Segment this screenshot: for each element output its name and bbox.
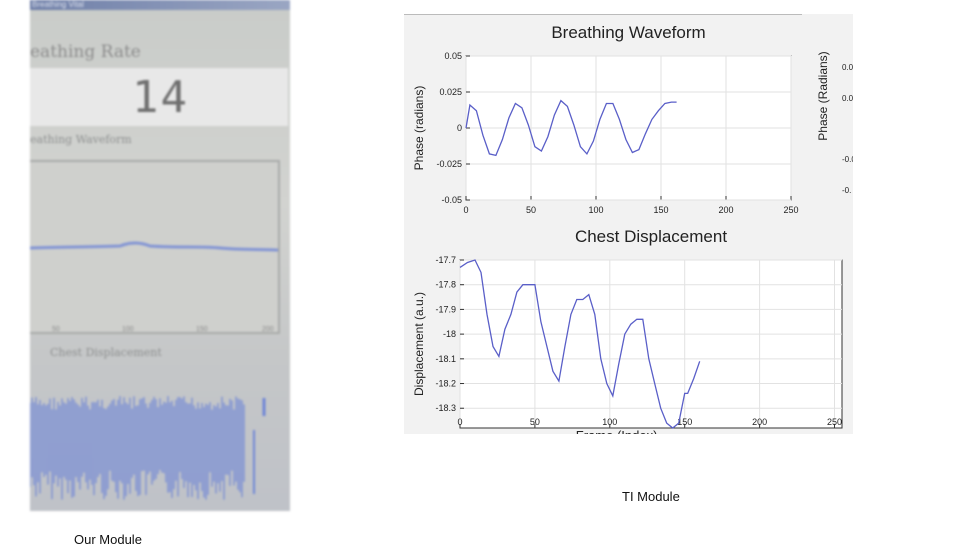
x-tick-label: 50 [526,205,536,215]
x-tick-label: 0 [457,417,462,427]
x-tick-label: 150 [653,205,668,215]
y-tick-label: -18 [443,329,456,339]
x-tick-label: 150 [677,417,692,427]
photo-x-tick: 100 [122,326,134,333]
photo-x-tick: 200 [262,326,274,333]
x-tick-label: 250 [827,417,842,427]
x-tick-label: 0 [463,205,468,215]
photo-window-title: Breathing Vital [32,0,84,9]
y-tick-label: 0.05 [444,51,462,61]
photo-x-tick: 50 [52,326,60,333]
y-tick-label: -17.8 [435,280,456,290]
x-tick-label: 250 [783,205,798,215]
x-tick-label: 100 [588,205,603,215]
x-tick-label: 200 [752,417,767,427]
y-tick-label: 0.025 [439,87,462,97]
x-tick-label: 100 [602,417,617,427]
photo-window-titlebar: Breathing Vital [30,0,290,10]
y-tick-label: -18.2 [435,379,456,389]
photo-chest-displacement-title: Chest Displacement [50,346,162,359]
chart-title: Chest Displacement [575,227,727,246]
y-axis-label: Displacement (a.u.) [412,292,426,396]
ti-module-screenshot: Breathing Waveform 0 50 100 150 200 250 0.05 0.0… [404,14,853,434]
photo-breathing-rate-value: 14 [132,72,189,123]
side-y-tick-label: 0.0 [842,63,853,72]
y-axis-label: Phase (radians) [412,86,426,171]
our-module-photo: Breathing Vital eathing Rate 14 eathing … [30,0,290,511]
side-y-tick-label: 0.0 [842,94,853,103]
photo-waveform-line [30,241,279,252]
series-line [459,259,701,429]
caption-ti-module: TI Module [622,489,680,504]
ti-charts: Breathing Waveform 0 50 100 150 200 250 0.05 0.0… [412,23,853,434]
y-tick-label: -17.7 [435,255,456,265]
y-tick-label: 0 [457,123,462,133]
photo-breathing-waveform-title: eathing Waveform [30,133,132,146]
y-tick-label: -0.05 [441,195,462,205]
photo-waveform-plot [30,160,280,334]
ti-top-divider [404,14,802,15]
photo-breathing-rate-box [30,68,288,126]
photo-x-tick: 150 [196,326,208,333]
chart-title: Breathing Waveform [551,23,705,42]
y-tick-label: -17.9 [435,304,456,314]
side-y-axis-label: Phase (Radians) [816,51,830,140]
x-tick-label: 50 [530,417,540,427]
y-tick-label: -18.3 [435,403,456,413]
side-y-tick-label: -0. [842,186,851,195]
y-tick-label: -18.1 [435,354,456,364]
side-y-tick-label: -0.0 [842,155,853,164]
x-tick-label: 200 [718,205,733,215]
photo-breathing-rate-title: eathing Rate [30,42,141,62]
y-tick-label: -0.025 [436,159,462,169]
caption-our-module: Our Module [74,532,142,547]
series-line [465,99,677,157]
photo-displacement-bars [30,396,266,500]
x-axis-label: Frame (Index) [576,428,658,434]
